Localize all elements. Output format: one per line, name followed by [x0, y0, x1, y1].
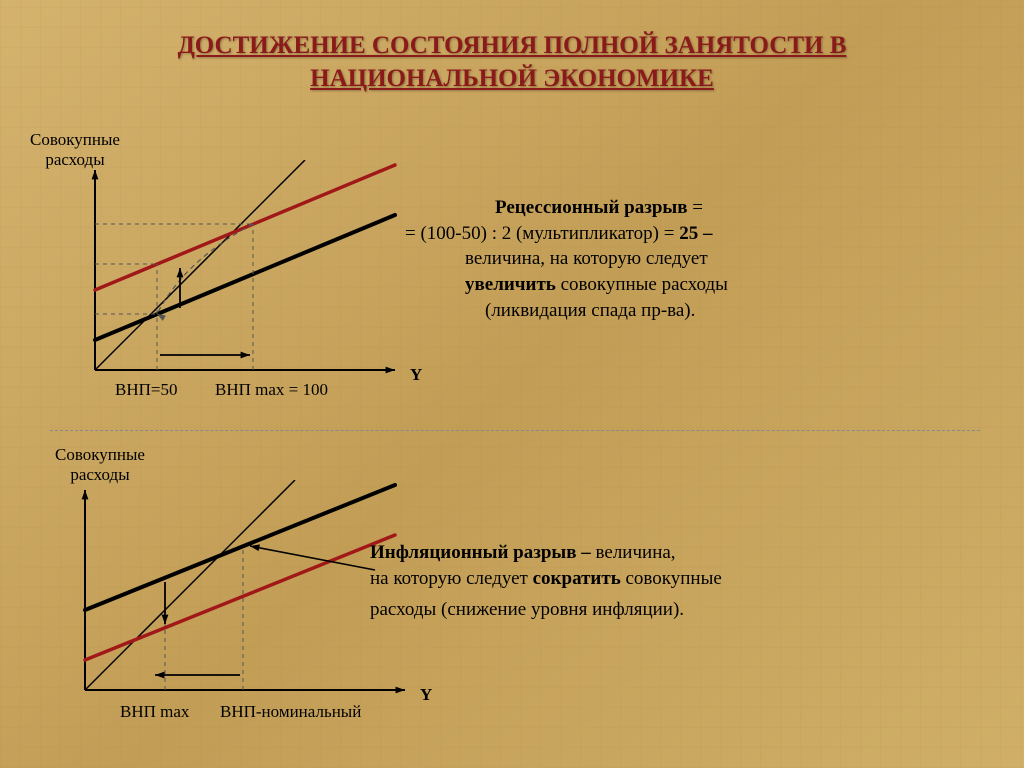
chart2-tick1: ВНП max — [120, 702, 189, 722]
page-title: ДОСТИЖЕНИЕ СОСТОЯНИЯ ПОЛНОЙ ЗАНЯТОСТИ В … — [0, 0, 1024, 95]
chart1-tick2: ВНП max = 100 — [215, 380, 328, 400]
chart1-tick1: ВНП=50 — [115, 380, 177, 400]
desc1: Рецессионный разрыв = = (100-50) : 2 (му… — [405, 195, 985, 323]
chart2 — [45, 480, 425, 730]
title-line2: НАЦИОНАЛЬНОЙ ЭКОНОМИКЕ — [310, 65, 714, 92]
section-recession: Совокупные расходы ВНП=50 ВНП max = 100 … — [0, 110, 1024, 410]
chart1 — [55, 160, 415, 410]
title-line1: ДОСТИЖЕНИЕ СОСТОЯНИЯ ПОЛНОЙ ЗАНЯТОСТИ В — [178, 32, 847, 59]
desc2: Инфляционный разрыв – величина, на котор… — [370, 540, 990, 623]
section-inflation: Совокупные расходы ВНП max ВНП-номинальн… — [0, 430, 1024, 750]
chart2-y-label: Совокупные расходы — [55, 445, 145, 484]
chart2-x-label: Y — [420, 685, 432, 705]
chart1-x-label: Y — [410, 365, 422, 385]
chart2-tick2: ВНП-номинальный — [220, 702, 361, 722]
